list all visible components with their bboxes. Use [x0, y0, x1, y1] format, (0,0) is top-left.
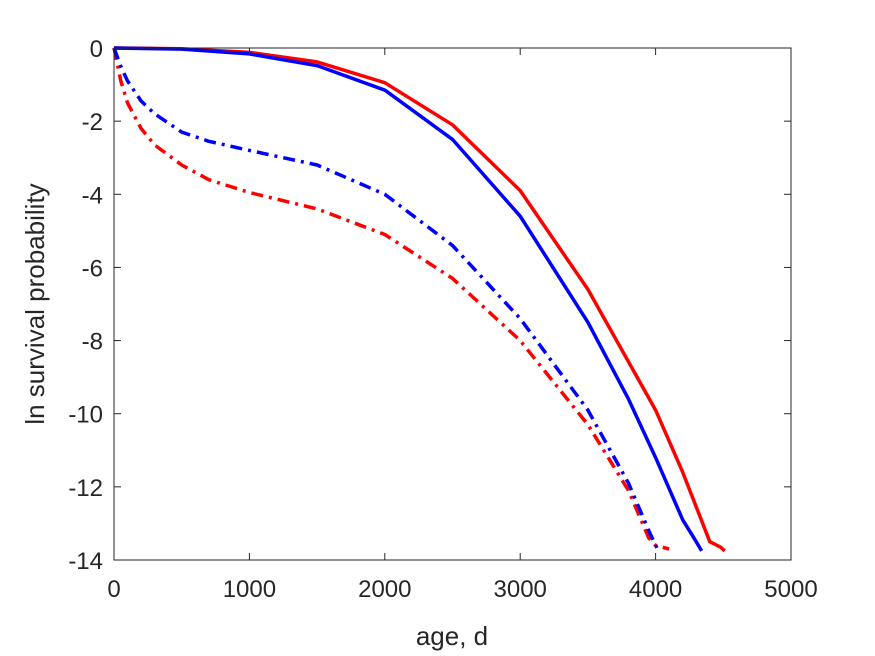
- x-tick-label: 0: [107, 576, 120, 603]
- y-tick-label: -12: [68, 475, 103, 502]
- y-tick-label: -6: [82, 255, 103, 282]
- y-tick-label: -8: [82, 329, 103, 356]
- series-line-blue-dashdot: [112, 47, 660, 552]
- x-tick-label: 4000: [629, 576, 682, 603]
- x-tick-labels: 0 1000 2000 3000 4000 5000: [107, 576, 817, 603]
- y-tick-label: -4: [82, 182, 103, 209]
- axes-box: [113, 47, 792, 561]
- y-tick-label: 0: [90, 36, 103, 63]
- x-tick-label: 3000: [494, 576, 547, 603]
- y-tick-labels: 0 -2 -4 -6 -8 -10 -12 -14: [68, 36, 103, 575]
- x-tick-label: 1000: [223, 576, 276, 603]
- x-tick-label: 5000: [764, 576, 817, 603]
- y-axis-label: ln survival probability: [20, 183, 50, 424]
- series-line-red-dashdot: [112, 47, 670, 551]
- y-tick-label: -2: [82, 109, 103, 136]
- y-tick-label: -14: [68, 548, 103, 575]
- x-tick-label: 2000: [358, 576, 411, 603]
- x-axis-label: age, d: [416, 621, 488, 651]
- y-tick-label: -10: [68, 402, 103, 429]
